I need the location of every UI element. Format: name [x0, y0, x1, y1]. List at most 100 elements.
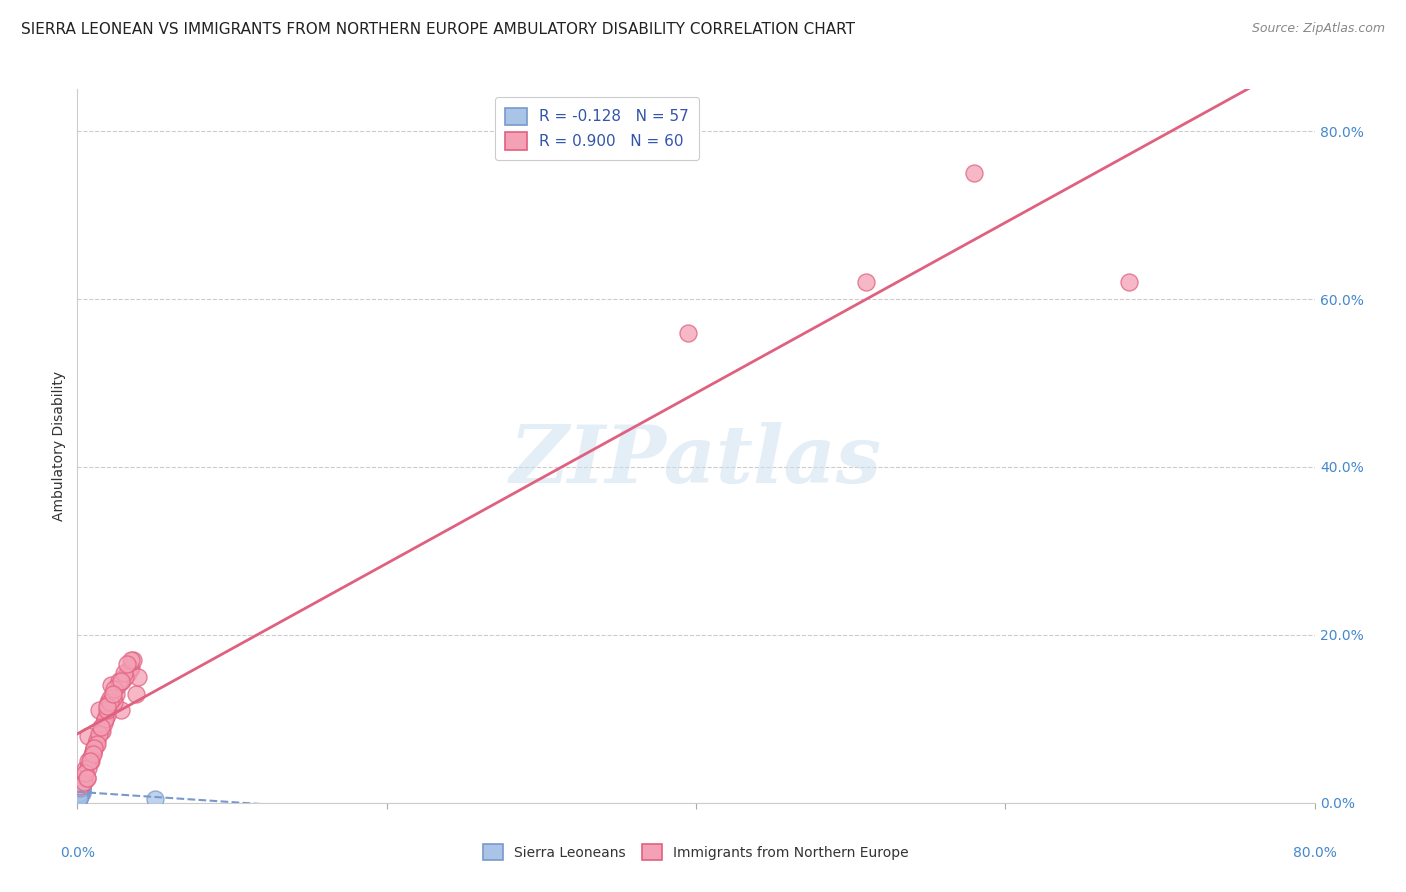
- Point: [101, 687, 124, 701]
- Point: [70, 777, 93, 791]
- Point: [67, 789, 90, 803]
- Point: [98, 690, 121, 705]
- Point: [94, 712, 117, 726]
- Point: [117, 665, 139, 680]
- Point: [67, 789, 90, 803]
- Point: [87, 727, 110, 741]
- Point: [67, 790, 90, 805]
- Point: [86, 737, 108, 751]
- Point: [67, 784, 90, 798]
- Text: Source: ZipAtlas.com: Source: ZipAtlas.com: [1251, 22, 1385, 36]
- Point: [70, 780, 93, 794]
- Y-axis label: Ambulatory Disability: Ambulatory Disability: [52, 371, 66, 521]
- Point: [67, 788, 90, 802]
- Point: [93, 716, 115, 731]
- Point: [69, 780, 91, 795]
- Point: [121, 661, 143, 675]
- Point: [103, 695, 125, 709]
- Point: [67, 789, 90, 803]
- Text: SIERRA LEONEAN VS IMMIGRANTS FROM NORTHERN EUROPE AMBULATORY DISABILITY CORRELAT: SIERRA LEONEAN VS IMMIGRANTS FROM NORTHE…: [21, 22, 855, 37]
- Point: [96, 703, 118, 717]
- Text: 80.0%: 80.0%: [1292, 846, 1337, 860]
- Point: [67, 789, 90, 804]
- Point: [69, 784, 91, 798]
- Point: [69, 780, 91, 795]
- Point: [67, 789, 90, 804]
- Point: [76, 771, 98, 785]
- Point: [67, 788, 90, 802]
- Point: [67, 790, 90, 805]
- Point: [121, 653, 143, 667]
- Point: [122, 653, 145, 667]
- Point: [70, 780, 93, 794]
- Point: [69, 782, 91, 797]
- Point: [77, 729, 100, 743]
- Point: [70, 777, 93, 791]
- Point: [118, 661, 141, 675]
- Point: [67, 789, 90, 803]
- Point: [108, 674, 131, 689]
- Point: [69, 789, 91, 803]
- Point: [94, 712, 117, 726]
- Point: [80, 749, 103, 764]
- Point: [69, 780, 91, 795]
- Point: [143, 792, 166, 806]
- Point: [72, 774, 94, 789]
- Point: [112, 670, 135, 684]
- Point: [69, 781, 91, 796]
- Point: [83, 741, 105, 756]
- Point: [100, 678, 122, 692]
- Point: [855, 275, 877, 289]
- Point: [69, 780, 91, 794]
- Point: [82, 747, 104, 761]
- Point: [69, 783, 91, 797]
- Point: [67, 786, 90, 800]
- Point: [76, 771, 98, 785]
- Point: [69, 783, 91, 797]
- Point: [67, 789, 90, 804]
- Point: [70, 784, 93, 798]
- Point: [67, 785, 90, 799]
- Point: [75, 766, 96, 780]
- Point: [75, 762, 96, 776]
- Point: [103, 682, 125, 697]
- Text: ZIPatlas: ZIPatlas: [510, 422, 882, 499]
- Point: [69, 787, 91, 801]
- Point: [82, 746, 104, 760]
- Point: [110, 703, 132, 717]
- Point: [115, 657, 138, 672]
- Point: [963, 166, 986, 180]
- Point: [69, 782, 91, 797]
- Point: [69, 782, 91, 797]
- Point: [83, 741, 105, 756]
- Point: [67, 787, 90, 801]
- Point: [101, 690, 124, 705]
- Point: [69, 787, 91, 801]
- Point: [69, 786, 91, 800]
- Point: [69, 780, 91, 795]
- Point: [67, 789, 90, 803]
- Point: [69, 779, 91, 793]
- Point: [67, 789, 90, 804]
- Point: [79, 754, 101, 768]
- Point: [90, 720, 112, 734]
- Point: [1118, 275, 1140, 289]
- Point: [67, 789, 90, 803]
- Legend: Sierra Leoneans, Immigrants from Northern Europe: Sierra Leoneans, Immigrants from Norther…: [477, 838, 915, 867]
- Point: [107, 678, 129, 692]
- Point: [69, 779, 91, 793]
- Point: [67, 791, 90, 805]
- Point: [97, 695, 120, 709]
- Point: [77, 760, 100, 774]
- Point: [110, 674, 132, 689]
- Point: [67, 785, 90, 799]
- Point: [69, 787, 91, 801]
- Point: [96, 707, 118, 722]
- Point: [69, 784, 91, 798]
- Point: [70, 786, 93, 800]
- Point: [90, 724, 112, 739]
- Point: [678, 326, 700, 340]
- Point: [67, 789, 90, 803]
- Point: [70, 778, 93, 792]
- Point: [98, 695, 121, 709]
